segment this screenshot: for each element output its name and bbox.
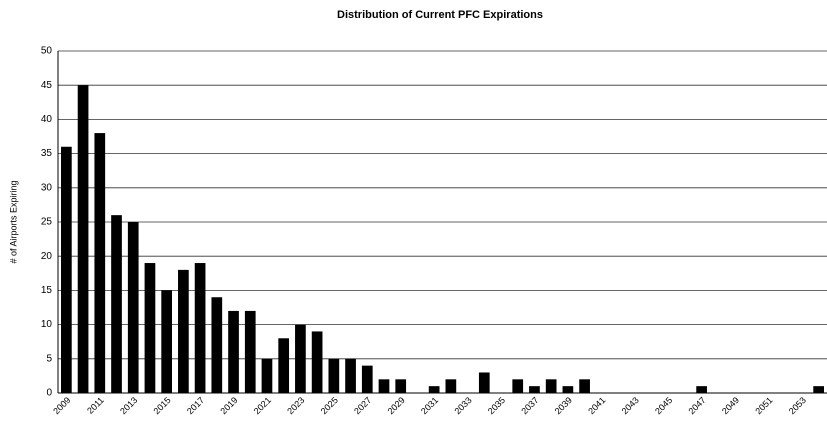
bar [295, 324, 306, 393]
bar [61, 146, 72, 393]
y-tick-label: 5 [46, 353, 52, 364]
bar [311, 331, 323, 393]
x-tick-label: 2031 [419, 395, 440, 416]
x-tick-label: 2033 [452, 395, 473, 416]
bar [361, 365, 373, 393]
bar [194, 263, 206, 393]
y-tick-label: 20 [41, 251, 53, 262]
y-tick-label: 25 [41, 217, 53, 228]
x-tick-label: 2019 [218, 395, 239, 416]
y-tick-label: 10 [41, 319, 53, 330]
y-tick-label: 0 [46, 388, 52, 399]
bar [428, 386, 440, 393]
x-tick-label: 2041 [586, 395, 607, 416]
bar [144, 263, 156, 393]
x-tick-label: 2045 [653, 395, 674, 416]
bar [445, 379, 457, 393]
bar [278, 338, 290, 393]
y-tick-label: 35 [41, 148, 53, 159]
bar [178, 269, 189, 393]
bar [378, 379, 390, 393]
bar [211, 297, 223, 393]
bar [813, 386, 824, 393]
x-tick-label: 2025 [319, 395, 340, 416]
x-tick-label: 2029 [386, 395, 407, 416]
bar [345, 358, 356, 393]
x-tick-label: 2035 [486, 395, 507, 416]
x-tick-label: 2009 [51, 395, 72, 416]
chart-title: Distribution of Current PFC Expirations [337, 9, 543, 21]
x-tick-label: 2043 [620, 395, 641, 416]
x-tick-label: 2037 [519, 395, 540, 416]
bar [127, 222, 139, 393]
bar [478, 372, 490, 393]
y-tick-label: 40 [41, 114, 53, 125]
bar [77, 85, 89, 393]
x-tick-label: 2047 [686, 395, 707, 416]
bar [562, 386, 574, 393]
x-tick-label: 2051 [753, 395, 774, 416]
x-tick-label: 2011 [85, 395, 106, 416]
x-tick-label: 2053 [787, 395, 808, 416]
bar [529, 386, 540, 393]
bar [512, 379, 524, 393]
x-tick-label: 2017 [185, 395, 206, 416]
x-tick-label: 2027 [352, 395, 373, 416]
y-tick-label: 30 [41, 182, 53, 193]
x-tick-label: 2013 [118, 395, 139, 416]
x-tick-label: 2023 [285, 395, 306, 416]
x-tick-label: 2039 [553, 395, 574, 416]
bar [395, 379, 407, 393]
y-axis-label: # of Airports Expiring [8, 180, 18, 263]
y-tick-label: 45 [41, 80, 53, 91]
bar [579, 379, 590, 393]
y-tick-label: 15 [41, 285, 53, 296]
bar [94, 133, 106, 393]
x-tick-label: 2015 [152, 395, 173, 416]
y-tick-label: 50 [41, 46, 53, 57]
bar [228, 310, 239, 393]
x-tick-label: 2049 [720, 395, 741, 416]
bar [545, 379, 557, 393]
bar [161, 290, 173, 393]
bar [261, 358, 273, 393]
x-tick-label: 2021 [252, 395, 273, 416]
bar [696, 386, 707, 393]
bar [111, 215, 122, 393]
bar [328, 358, 340, 393]
bar [244, 310, 256, 393]
